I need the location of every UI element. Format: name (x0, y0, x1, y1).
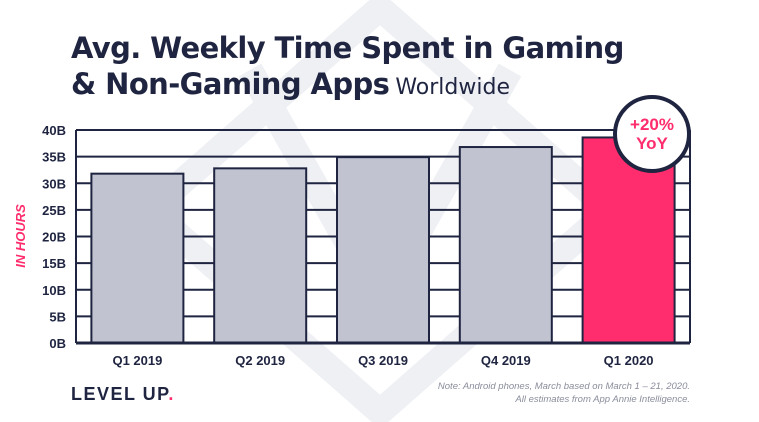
footnote-line-1: Note: Android phones, March based on Mar… (437, 381, 690, 392)
x-tick-label: Q1 2019 (112, 353, 162, 368)
brand-logo: LEVEL UP. (71, 384, 175, 405)
bar (458, 146, 553, 344)
y-tick-label: 25B (42, 203, 66, 218)
x-tick-label: Q4 2019 (481, 353, 531, 368)
title-line-1: Avg. Weekly Time Spent in Gaming (71, 31, 624, 65)
y-tick-label: 5B (49, 309, 66, 324)
x-tick-label: Q2 2019 (235, 353, 285, 368)
y-tick-label: 0B (49, 336, 66, 351)
footnote-line-2: All estimates from App Annie Intelligenc… (515, 394, 690, 405)
chart-title: Avg. Weekly Time Spent in Gaming & Non-G… (71, 30, 624, 106)
badge-label: YoY (636, 134, 668, 153)
y-tick-label: 30B (42, 176, 66, 191)
x-tick-label: Q1 2020 (604, 353, 654, 368)
y-tick-label: 35B (42, 150, 66, 165)
footnote: Note: Android phones, March based on Mar… (438, 380, 690, 406)
logo-dot: . (168, 384, 175, 404)
bar (213, 167, 308, 344)
bar (90, 172, 185, 344)
badge-percent: +20% (630, 115, 674, 134)
y-tick-label: 15B (42, 256, 66, 271)
y-tick-label: 20B (42, 230, 66, 245)
y-tick-label: 40B (42, 123, 66, 138)
chart-subtitle: Worldwide (395, 75, 510, 100)
logo-text: LEVEL UP (71, 384, 169, 404)
x-tick-label: Q3 2019 (358, 353, 408, 368)
y-tick-label: 10B (42, 283, 66, 298)
title-line-2: & Non-Gaming Apps (71, 67, 390, 101)
yoy-badge: +20% YoY (613, 95, 691, 173)
bar (336, 156, 430, 344)
